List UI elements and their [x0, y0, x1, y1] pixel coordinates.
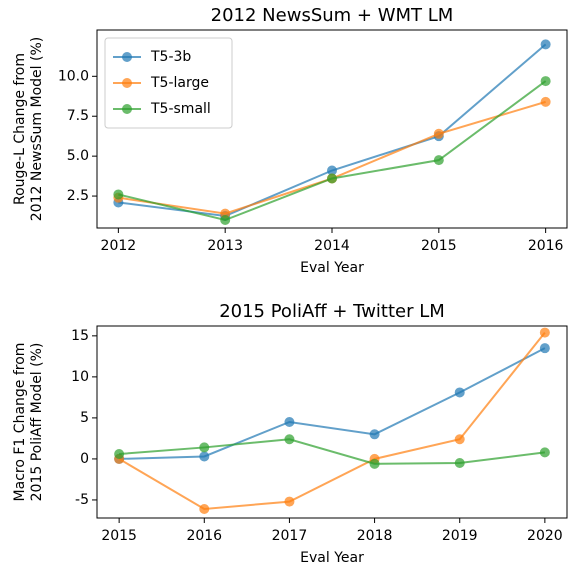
x-tick-label: 2020 — [527, 528, 563, 544]
x-tick-label: 2016 — [186, 528, 222, 544]
chart-title: 2015 PoliAff + Twitter LM — [219, 301, 445, 322]
y-axis-label: Macro F1 Change from — [12, 343, 28, 502]
data-point — [113, 189, 124, 200]
x-tick-label: 2012 — [101, 238, 137, 254]
legend-marker — [122, 52, 132, 62]
data-point — [454, 434, 465, 445]
x-axis-label: Eval Year — [300, 260, 364, 276]
y-tick-label: -5 — [75, 492, 89, 508]
data-point — [199, 442, 210, 453]
data-point — [284, 417, 295, 427]
y-axis-label: 2015 PoliAff Model (%) — [29, 343, 45, 502]
y-tick-label: 5.0 — [67, 148, 89, 164]
y-tick-label: 7.5 — [67, 108, 89, 124]
legend-marker — [122, 104, 132, 114]
x-tick-label: 2015 — [421, 238, 457, 254]
data-point — [539, 447, 550, 458]
y-tick-label: 10 — [71, 369, 89, 385]
data-point — [433, 155, 444, 166]
y-tick-label: 15 — [71, 328, 89, 344]
x-tick-label: 2019 — [442, 528, 478, 544]
legend-box — [104, 37, 233, 129]
data-point — [199, 503, 210, 514]
data-point — [369, 429, 380, 440]
data-point — [433, 128, 444, 139]
series-line — [119, 347, 546, 460]
data-point — [327, 165, 337, 176]
data-point — [540, 39, 551, 50]
y-axis-label: Rouge-L Change from — [12, 53, 28, 205]
data-point — [327, 173, 337, 184]
x-tick-label: 2015 — [101, 528, 137, 544]
y-axis-label: 2012 NewsSum Model (%) — [29, 37, 45, 221]
legend-label: T5-small — [150, 101, 211, 117]
data-point — [540, 76, 551, 87]
data-point — [199, 451, 210, 462]
data-point — [220, 215, 231, 226]
x-tick-label: 2013 — [207, 238, 243, 254]
x-tick-label: 2014 — [314, 238, 350, 254]
x-tick-label: 2018 — [357, 528, 393, 544]
series-line — [119, 438, 545, 465]
y-tick-label: 0 — [80, 451, 89, 467]
legend-marker — [122, 78, 132, 88]
legend-label: T5-large — [150, 75, 209, 91]
data-point — [284, 434, 295, 445]
x-tick-label: 2016 — [528, 238, 564, 254]
plot-frame — [96, 29, 568, 229]
series-line — [118, 331, 546, 510]
x-axis-label: Eval Year — [300, 550, 364, 566]
data-point — [284, 496, 295, 507]
data-point — [454, 387, 465, 398]
data-point — [114, 449, 125, 459]
data-point — [539, 327, 550, 338]
legend-label: T5-3b — [150, 49, 191, 65]
data-point — [539, 343, 550, 354]
data-point — [540, 96, 551, 107]
y-tick-label: 2.5 — [67, 188, 89, 204]
data-point — [454, 458, 465, 469]
plot-frame — [96, 325, 568, 519]
y-tick-label: 10.0 — [58, 68, 89, 84]
chart-title: 2012 NewsSum + WMT LM — [211, 5, 454, 26]
data-point — [369, 458, 380, 469]
x-tick-label: 2017 — [272, 528, 308, 544]
y-tick-label: 5 — [80, 410, 89, 426]
